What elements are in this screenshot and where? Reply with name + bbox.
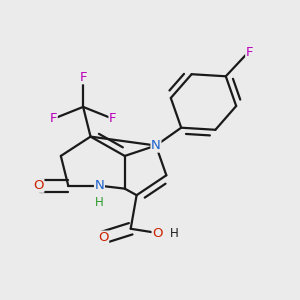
Text: F: F [109, 112, 117, 125]
Text: O: O [33, 179, 44, 192]
Text: N: N [94, 179, 104, 192]
Text: O: O [152, 227, 163, 240]
Text: H: H [95, 196, 104, 208]
Text: H: H [170, 227, 179, 240]
Text: F: F [50, 112, 57, 125]
Text: O: O [98, 231, 109, 244]
Text: F: F [246, 46, 253, 59]
Text: N: N [151, 139, 161, 152]
Text: F: F [80, 71, 87, 84]
